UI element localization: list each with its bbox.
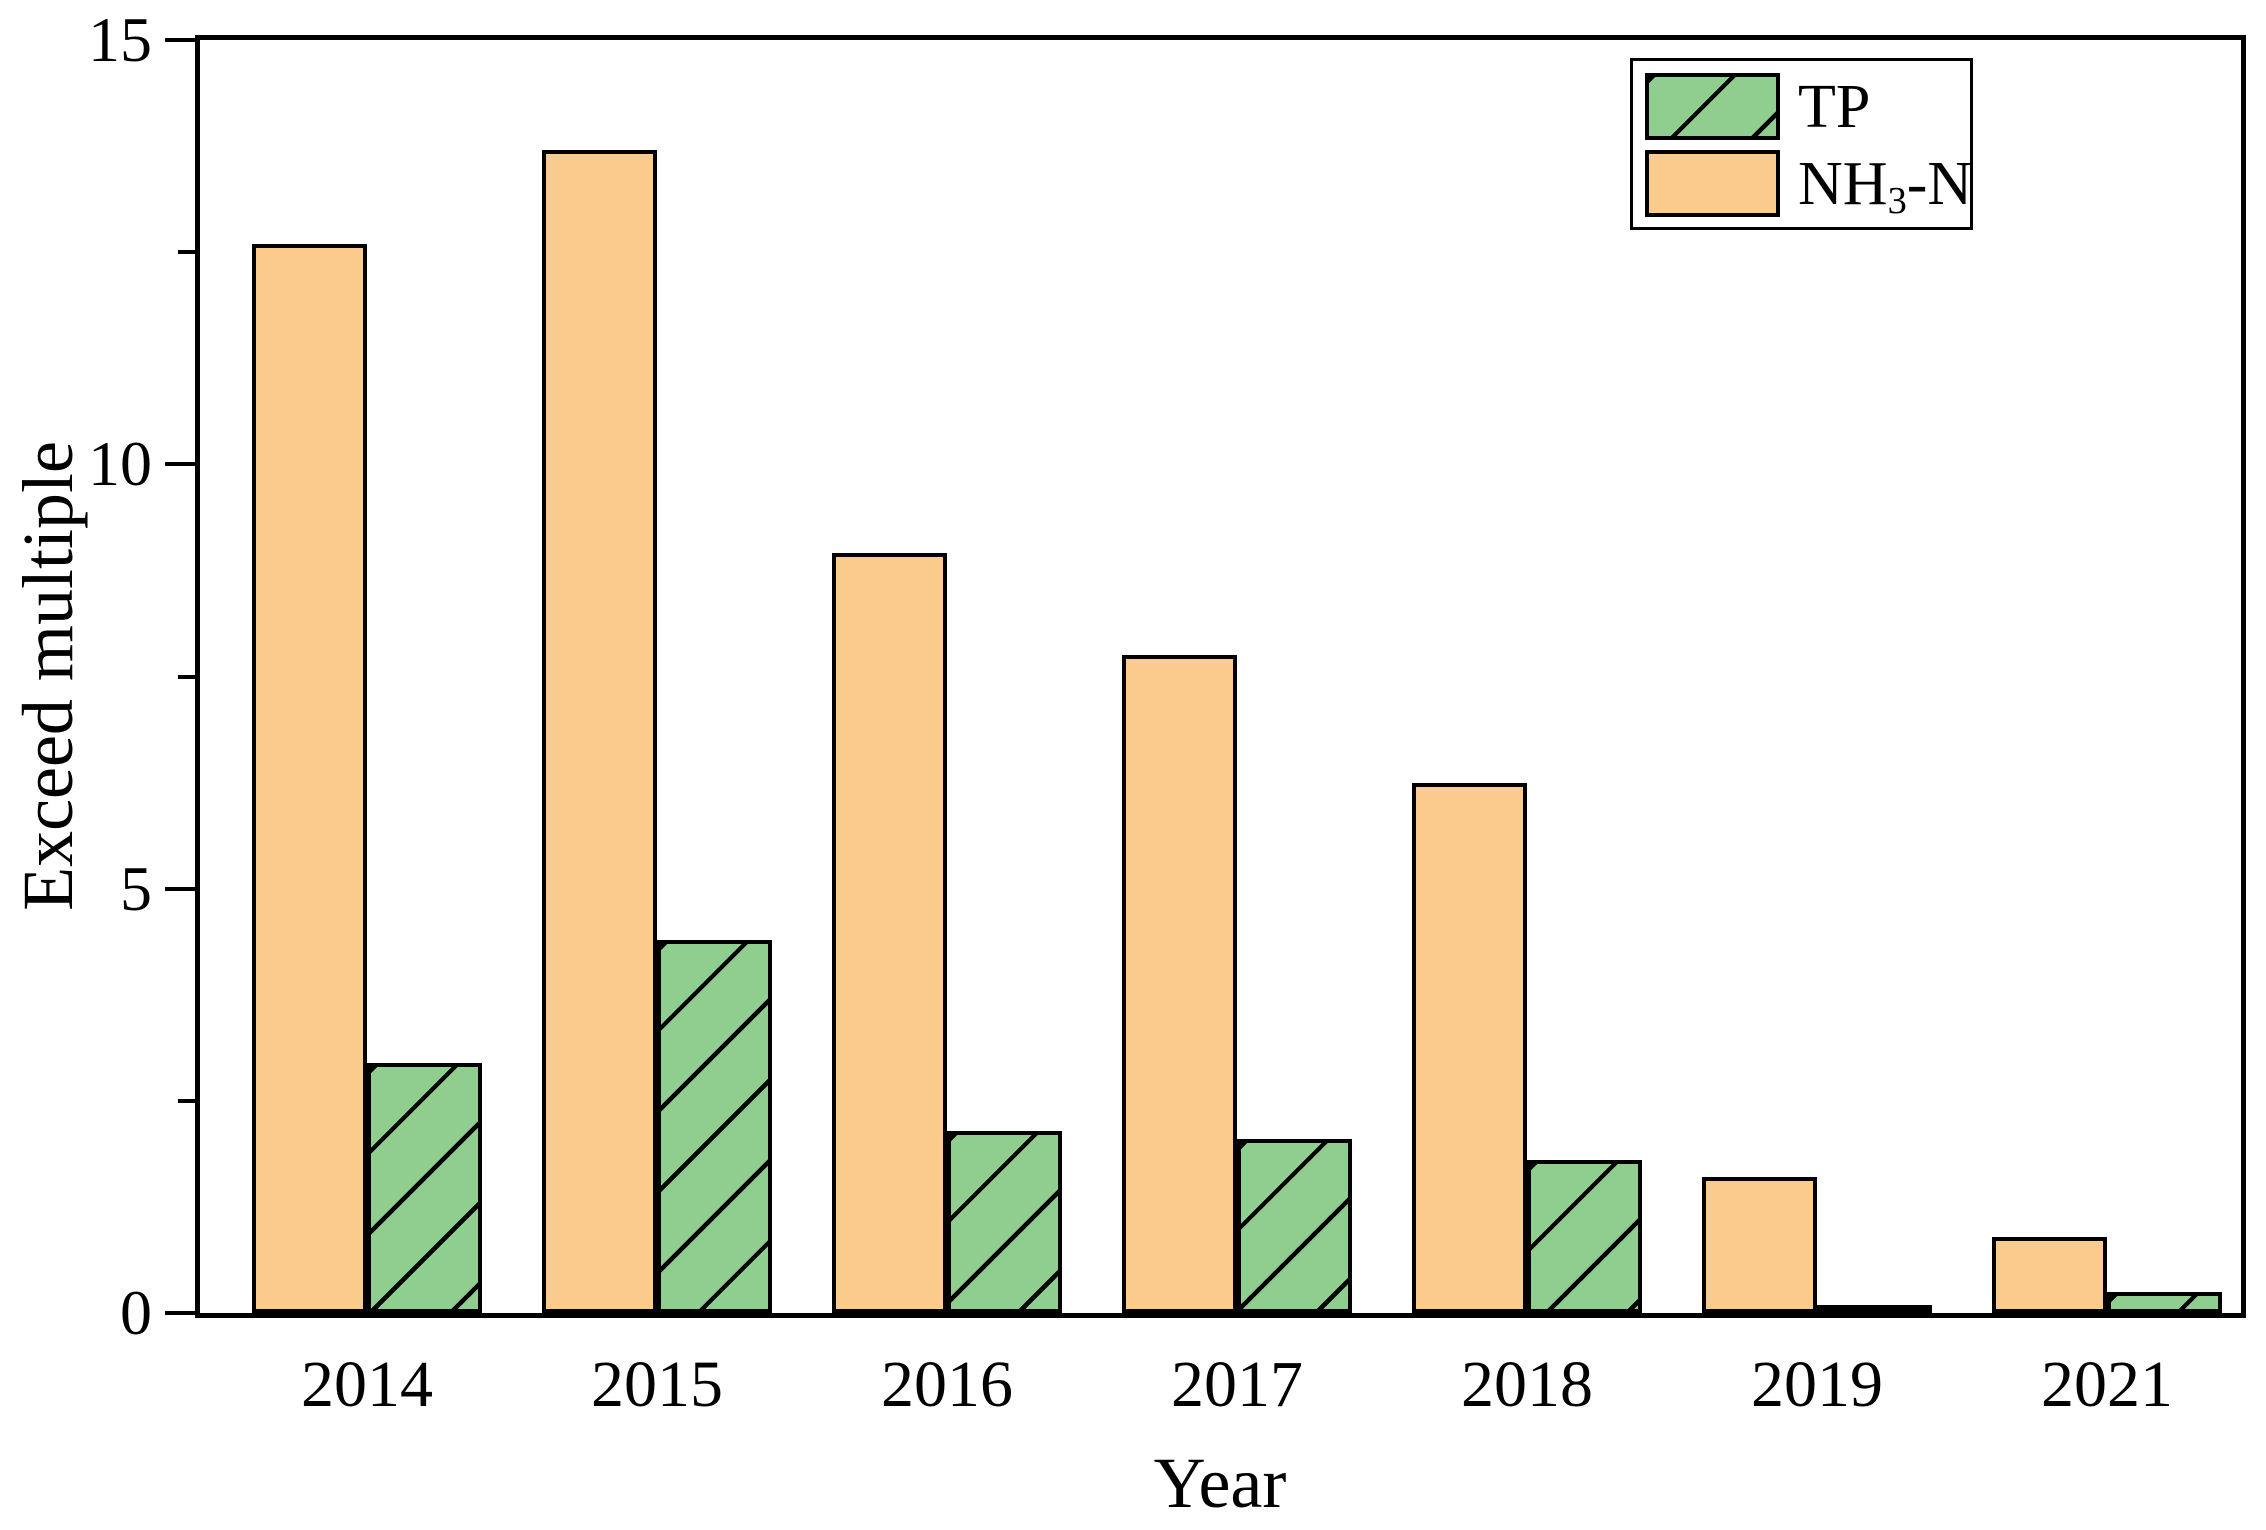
x-tick-label-2019: 2019 [1751, 1348, 1883, 1421]
y-axis-major-tick [165, 1311, 195, 1315]
x-tick-label-2018: 2018 [1461, 1348, 1593, 1421]
legend-label-tp: TP [1798, 72, 1871, 141]
y-axis-minor-tick [178, 674, 195, 679]
bar-nh3n-2018 [1412, 782, 1527, 1313]
bar-tp-2017 [1237, 1139, 1352, 1313]
y-axis-minor-tick [178, 250, 195, 255]
legend: TP NH3-N [1630, 58, 1973, 230]
legend-item-tp: TP [1645, 70, 1958, 143]
y-axis-major-tick [165, 38, 195, 42]
y-tick-label: 10 [88, 428, 152, 500]
bar-tp-2015 [657, 939, 772, 1313]
y-tick-label: 0 [120, 1277, 152, 1348]
y-tick-label: 15 [88, 4, 152, 75]
x-tick-label-2017: 2017 [1171, 1348, 1303, 1421]
bar-tp-2021 [2107, 1291, 2222, 1313]
bar-tp-2016 [947, 1130, 1062, 1313]
bar-nh3n-2015 [542, 150, 657, 1313]
x-axis-title: Year [1153, 1443, 1287, 1523]
bar-nh3n-2017 [1122, 655, 1237, 1313]
x-tick-label-2021: 2021 [2041, 1348, 2173, 1421]
bar-nh3n-2021 [1992, 1236, 2107, 1313]
y-axis-title: Exceed multiple [8, 441, 88, 911]
y-axis-major-tick [165, 886, 195, 891]
x-tick-label-2016: 2016 [881, 1348, 1013, 1421]
legend-label-nh3n: NH3-N [1798, 149, 1973, 223]
legend-swatch-tp-icon [1645, 73, 1780, 140]
x-tick-label-2014: 2014 [301, 1348, 433, 1421]
bar-tp-2019 [1817, 1304, 1932, 1313]
y-axis-minor-tick [178, 1098, 195, 1103]
bar-tp-2018 [1527, 1160, 1642, 1313]
bar-nh3n-2016 [832, 553, 947, 1313]
bar-tp-2014 [367, 1062, 482, 1313]
legend-swatch-nh3n-icon [1645, 150, 1780, 217]
x-tick-label-2015: 2015 [591, 1348, 723, 1421]
legend-item-nh3n: NH3-N [1645, 147, 1972, 220]
bar-nh3n-2019 [1702, 1177, 1817, 1313]
bar-nh3n-2014 [252, 243, 367, 1313]
y-tick-label: 5 [120, 852, 152, 924]
y-axis-major-tick [165, 462, 195, 467]
